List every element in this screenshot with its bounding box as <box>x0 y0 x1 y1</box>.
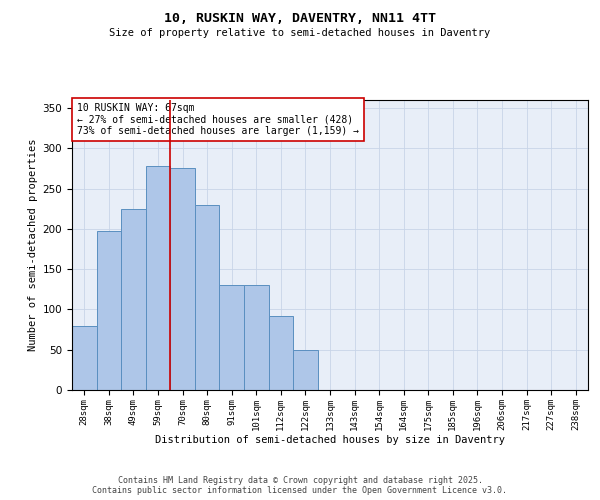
Bar <box>97 230 121 390</box>
X-axis label: Distribution of semi-detached houses by size in Daventry: Distribution of semi-detached houses by … <box>155 436 505 446</box>
Bar <box>146 166 170 390</box>
Bar <box>195 204 220 390</box>
Bar <box>244 286 269 390</box>
Bar <box>269 316 293 390</box>
Text: Contains HM Land Registry data © Crown copyright and database right 2025.
Contai: Contains HM Land Registry data © Crown c… <box>92 476 508 495</box>
Bar <box>121 209 146 390</box>
Bar <box>72 326 97 390</box>
Text: Size of property relative to semi-detached houses in Daventry: Size of property relative to semi-detach… <box>109 28 491 38</box>
Bar <box>220 286 244 390</box>
Text: 10, RUSKIN WAY, DAVENTRY, NN11 4TT: 10, RUSKIN WAY, DAVENTRY, NN11 4TT <box>164 12 436 26</box>
Text: 10 RUSKIN WAY: 67sqm
← 27% of semi-detached houses are smaller (428)
73% of semi: 10 RUSKIN WAY: 67sqm ← 27% of semi-detac… <box>77 103 359 136</box>
Y-axis label: Number of semi-detached properties: Number of semi-detached properties <box>28 138 38 352</box>
Bar <box>170 168 195 390</box>
Bar <box>293 350 318 390</box>
